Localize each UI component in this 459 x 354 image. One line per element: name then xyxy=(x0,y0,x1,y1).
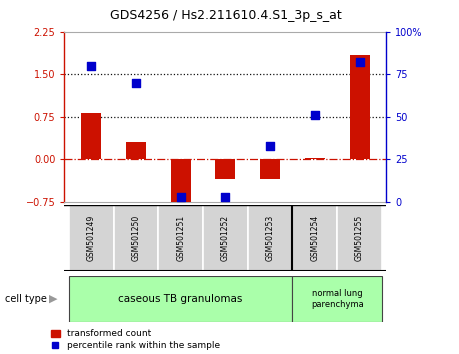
Bar xyxy=(113,205,158,271)
Text: GSM501252: GSM501252 xyxy=(220,215,230,261)
Text: ▶: ▶ xyxy=(49,294,57,304)
Text: GDS4256 / Hs2.211610.4.S1_3p_s_at: GDS4256 / Hs2.211610.4.S1_3p_s_at xyxy=(109,9,341,22)
Text: GSM501251: GSM501251 xyxy=(176,215,185,261)
Bar xyxy=(259,159,280,179)
Bar xyxy=(215,159,235,179)
Bar xyxy=(81,113,101,159)
Text: GSM501250: GSM501250 xyxy=(131,215,140,261)
Bar xyxy=(336,205,381,271)
Point xyxy=(132,80,140,86)
Bar xyxy=(349,55,369,159)
Bar xyxy=(292,205,336,271)
Bar xyxy=(202,205,247,271)
Point xyxy=(310,112,318,118)
Point xyxy=(355,59,363,65)
Legend: transformed count, percentile rank within the sample: transformed count, percentile rank withi… xyxy=(50,330,219,350)
Bar xyxy=(247,205,292,271)
Text: caseous TB granulomas: caseous TB granulomas xyxy=(118,294,242,304)
Text: GSM501254: GSM501254 xyxy=(310,215,319,261)
Point xyxy=(266,143,273,149)
Text: GSM501253: GSM501253 xyxy=(265,215,274,261)
Bar xyxy=(158,205,202,271)
Bar xyxy=(69,205,113,271)
Point xyxy=(221,194,229,200)
Bar xyxy=(292,276,381,322)
Text: GSM501249: GSM501249 xyxy=(87,215,95,261)
Bar xyxy=(126,142,146,159)
Text: normal lung
parenchyma: normal lung parenchyma xyxy=(310,290,363,309)
Bar xyxy=(69,276,292,322)
Point xyxy=(87,63,95,69)
Bar xyxy=(304,158,324,159)
Point xyxy=(177,194,184,200)
Bar xyxy=(170,159,190,207)
Text: GSM501255: GSM501255 xyxy=(354,215,363,261)
Text: cell type: cell type xyxy=(5,294,46,304)
